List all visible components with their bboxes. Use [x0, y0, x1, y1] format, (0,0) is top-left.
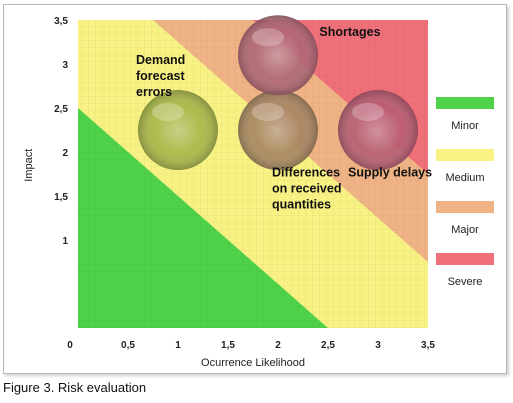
x-tick-label: 2,5 — [321, 340, 335, 351]
point-supply-delays-shine — [338, 90, 418, 170]
point-shortages-shine — [238, 15, 318, 96]
legend-swatch-medium — [436, 149, 494, 161]
legend-label-medium: Medium — [445, 172, 484, 184]
x-tick-label: 1,5 — [221, 340, 235, 351]
y-tick-label: 2 — [62, 148, 68, 159]
risk-matrix-chart: 0 0,5 1 1,5 2 2,5 3 3,5 1 1,5 2 2,5 3 3,5 Ocurrence L… — [23, 15, 494, 369]
figure-caption: Figure 3. Risk evaluation — [3, 380, 147, 395]
x-tick-label: 0 — [67, 340, 73, 351]
point-demand-forecast-errors-shine — [138, 90, 218, 170]
label-line: forecast — [136, 69, 185, 83]
point-shortages — [238, 15, 318, 96]
y-tick-label: 2,5 — [54, 104, 68, 115]
risk-points: Demand forecast errors Differences on receiv… — [136, 15, 432, 212]
x-tick-label: 0,5 — [121, 340, 135, 351]
point-demand-forecast-errors — [138, 90, 218, 170]
point-supply-delays-highlight — [352, 103, 384, 121]
label-shortages: Shortages — [319, 25, 380, 39]
label-supply-delays: Supply delays — [348, 166, 432, 180]
point-differences-on-received-quantities-highlight — [252, 103, 284, 121]
label-line: Supply delays — [348, 166, 432, 180]
y-tick-label: 1 — [62, 236, 68, 247]
label-line: errors — [136, 85, 172, 99]
x-tick-label: 3 — [375, 340, 381, 351]
x-axis-label: Ocurrence Likelihood — [201, 357, 305, 369]
y-tick-label: 1,5 — [54, 192, 68, 203]
label-line: Shortages — [319, 25, 380, 39]
legend: Minor Medium Major Severe — [436, 97, 494, 288]
point-supply-delays — [338, 90, 418, 170]
y-tick-label: 3,5 — [54, 16, 68, 27]
label-line: Demand — [136, 53, 185, 67]
point-demand-forecast-errors-highlight — [152, 103, 184, 121]
legend-label-minor: Minor — [451, 120, 479, 132]
legend-label-severe: Severe — [448, 276, 483, 288]
legend-swatch-major — [436, 201, 494, 213]
point-shortages-highlight — [252, 28, 284, 47]
legend-label-major: Major — [451, 224, 479, 236]
label-line: Differences — [272, 166, 340, 180]
label-demand-forecast-errors: Demand forecast errors — [136, 53, 185, 99]
figure-frame: 0 0,5 1 1,5 2 2,5 3 3,5 1 1,5 2 2,5 3 3,5 Ocurrence L… — [3, 4, 507, 374]
label-line: on received — [272, 182, 341, 196]
label-differences-on-received-quantities: Differences on received quantities — [272, 166, 341, 212]
point-differences-on-received-quantities-shine — [238, 90, 318, 170]
x-tick-label: 1 — [175, 340, 181, 351]
legend-swatch-severe — [436, 253, 494, 265]
legend-swatch-minor — [436, 97, 494, 109]
label-line: quantities — [272, 198, 331, 212]
x-tick-label: 3,5 — [421, 340, 435, 351]
y-tick-label: 3 — [62, 60, 68, 71]
y-axis-label: Impact — [23, 149, 35, 182]
axis-ticks: 0 0,5 1 1,5 2 2,5 3 3,5 1 1,5 2 2,5 3 3,5 — [54, 16, 435, 351]
point-differences-on-received-quantities — [238, 90, 318, 170]
x-tick-label: 2 — [275, 340, 281, 351]
